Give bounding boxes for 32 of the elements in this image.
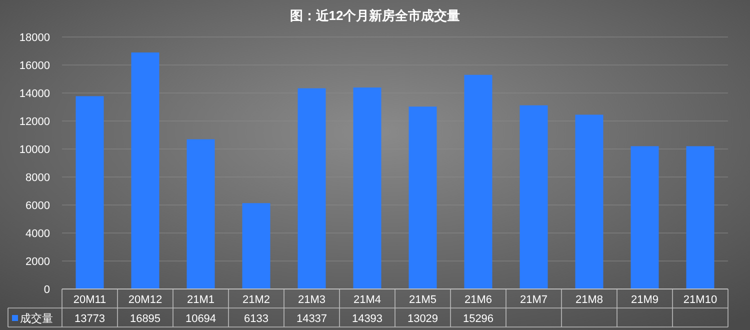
x-tick-label: 21M1 bbox=[186, 294, 215, 306]
data-label: 14393 bbox=[352, 313, 383, 325]
data-label: 14337 bbox=[296, 313, 328, 325]
x-tick-label: 21M9 bbox=[630, 294, 659, 306]
y-tick-label: 8000 bbox=[26, 172, 50, 184]
x-tick-label: 20M12 bbox=[128, 294, 162, 306]
data-label: 16895 bbox=[130, 313, 161, 325]
x-tick-label: 21M8 bbox=[575, 294, 604, 306]
x-tick-label: 21M4 bbox=[353, 294, 382, 306]
x-tick-label: 21M10 bbox=[683, 294, 718, 306]
y-tick-label: 10000 bbox=[19, 144, 50, 156]
x-tick-label: 21M6 bbox=[464, 294, 492, 306]
data-label: 15296 bbox=[462, 313, 494, 325]
chart-title: 图：近12个月新房全市成交量 bbox=[290, 8, 460, 23]
x-tick-label: 21M3 bbox=[298, 294, 326, 306]
y-tick-label: 18000 bbox=[19, 32, 50, 44]
y-tick-label: 4000 bbox=[26, 228, 50, 240]
x-tick-label: 21M2 bbox=[242, 294, 270, 306]
y-tick-label: 2000 bbox=[26, 256, 50, 268]
legend-label: 成交量 bbox=[20, 312, 53, 325]
y-tick-label: 16000 bbox=[19, 60, 50, 72]
data-label: 10694 bbox=[185, 313, 216, 325]
data-label: 13773 bbox=[74, 313, 106, 325]
y-tick-label: 12000 bbox=[19, 116, 50, 128]
x-tick-label: 21M7 bbox=[520, 294, 548, 306]
y-tick-label: 14000 bbox=[19, 88, 50, 100]
x-tick-label: 21M5 bbox=[408, 294, 437, 306]
y-tick-label: 0 bbox=[44, 284, 50, 296]
data-label: 6133 bbox=[244, 313, 268, 325]
y-tick-label: 6000 bbox=[26, 200, 50, 212]
x-tick-label: 20M11 bbox=[73, 294, 106, 306]
data-label: 13029 bbox=[407, 313, 438, 325]
